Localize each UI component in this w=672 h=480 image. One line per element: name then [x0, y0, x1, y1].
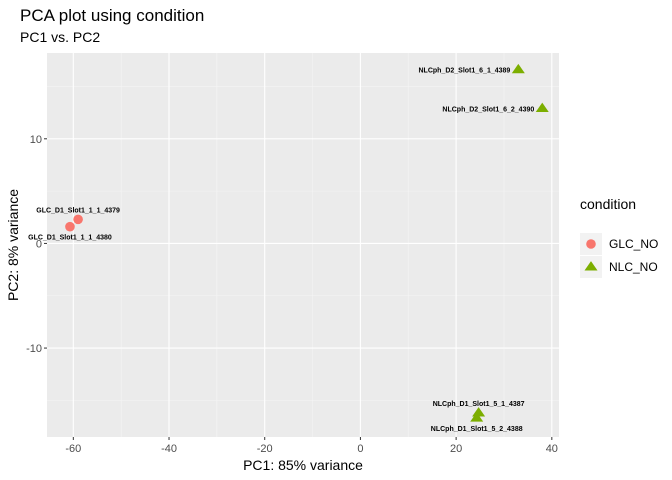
legend-title: condition [580, 196, 636, 212]
chart-subtitle: PC1 vs. PC2 [20, 29, 100, 45]
data-point [472, 407, 486, 417]
x-tick-label: -20 [257, 443, 273, 455]
data-point [511, 63, 525, 74]
grid-major [47, 53, 559, 437]
grid-minor [47, 53, 559, 437]
y-tick-label: -10 [26, 343, 42, 355]
y-tick-label: 0 [36, 238, 42, 250]
x-tick-label: 20 [450, 443, 462, 455]
legend: condition GLC_NO NLC_NO [580, 196, 658, 278]
x-axis: -60 -40 -20 0 20 40 [65, 437, 558, 455]
y-axis-title: PC2: 8% variance [5, 189, 21, 301]
legend-symbol-triangle [584, 261, 598, 271]
legend-symbol-circle [586, 239, 596, 249]
y-tick-label: 10 [30, 134, 42, 146]
x-tick-label: -40 [161, 443, 177, 455]
data-point [65, 221, 75, 232]
y-axis: -10 0 10 [26, 134, 47, 355]
point-label: NLCph_D2_Slot1_6_2_4390 [442, 106, 534, 113]
legend-label: GLC_NO [609, 237, 658, 251]
x-tick-label: 0 [357, 443, 363, 455]
point-labels: GLC_D1_Slot1_1_1_4379 GLC_D1_Slot1_1_1_43… [28, 68, 534, 433]
point-label: GLC_D1_Slot1_1_1_4379 [36, 207, 120, 214]
data-point [535, 102, 549, 112]
point-label: GLC_D1_Slot1_1_1_4380 [28, 235, 112, 242]
x-tick-label: -60 [65, 443, 81, 455]
data-point [73, 214, 83, 225]
point-label: NLCph_D1_Slot1_5_2_4388 [431, 426, 523, 433]
x-tick-label: 40 [546, 443, 558, 455]
plot-panel [47, 53, 559, 437]
point-label: NLCph_D2_Slot1_6_1_4389 [418, 68, 510, 75]
legend-label: NLC_NO [609, 260, 658, 274]
chart-title: PCA plot using condition [20, 6, 204, 25]
data-point [470, 412, 484, 422]
point-label: NLCph_D1_Slot1_5_1_4387 [433, 401, 525, 408]
data-points [65, 63, 549, 422]
x-axis-title: PC1: 85% variance [243, 457, 363, 473]
